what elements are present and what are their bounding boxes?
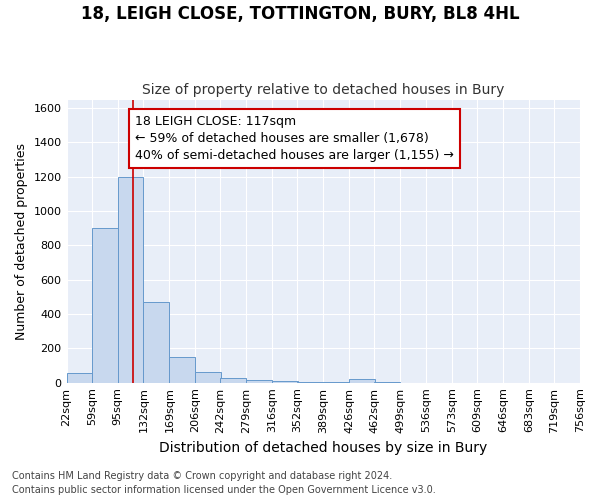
Bar — [143, 302, 169, 382]
Text: 18, LEIGH CLOSE, TOTTINGTON, BURY, BL8 4HL: 18, LEIGH CLOSE, TOTTINGTON, BURY, BL8 4… — [80, 5, 520, 23]
Bar — [247, 380, 272, 382]
Title: Size of property relative to detached houses in Bury: Size of property relative to detached ho… — [142, 83, 505, 97]
Bar — [118, 177, 143, 382]
Text: Contains HM Land Registry data © Crown copyright and database right 2024.
Contai: Contains HM Land Registry data © Crown c… — [12, 471, 436, 495]
X-axis label: Distribution of detached houses by size in Bury: Distribution of detached houses by size … — [159, 441, 487, 455]
Bar — [67, 373, 92, 382]
Bar — [92, 228, 118, 382]
Bar — [220, 378, 247, 382]
Y-axis label: Number of detached properties: Number of detached properties — [15, 142, 28, 340]
Bar — [169, 357, 195, 382]
Text: 18 LEIGH CLOSE: 117sqm
← 59% of detached houses are smaller (1,678)
40% of semi-: 18 LEIGH CLOSE: 117sqm ← 59% of detached… — [135, 115, 454, 162]
Bar — [195, 372, 221, 382]
Bar — [349, 379, 375, 382]
Bar — [272, 381, 298, 382]
